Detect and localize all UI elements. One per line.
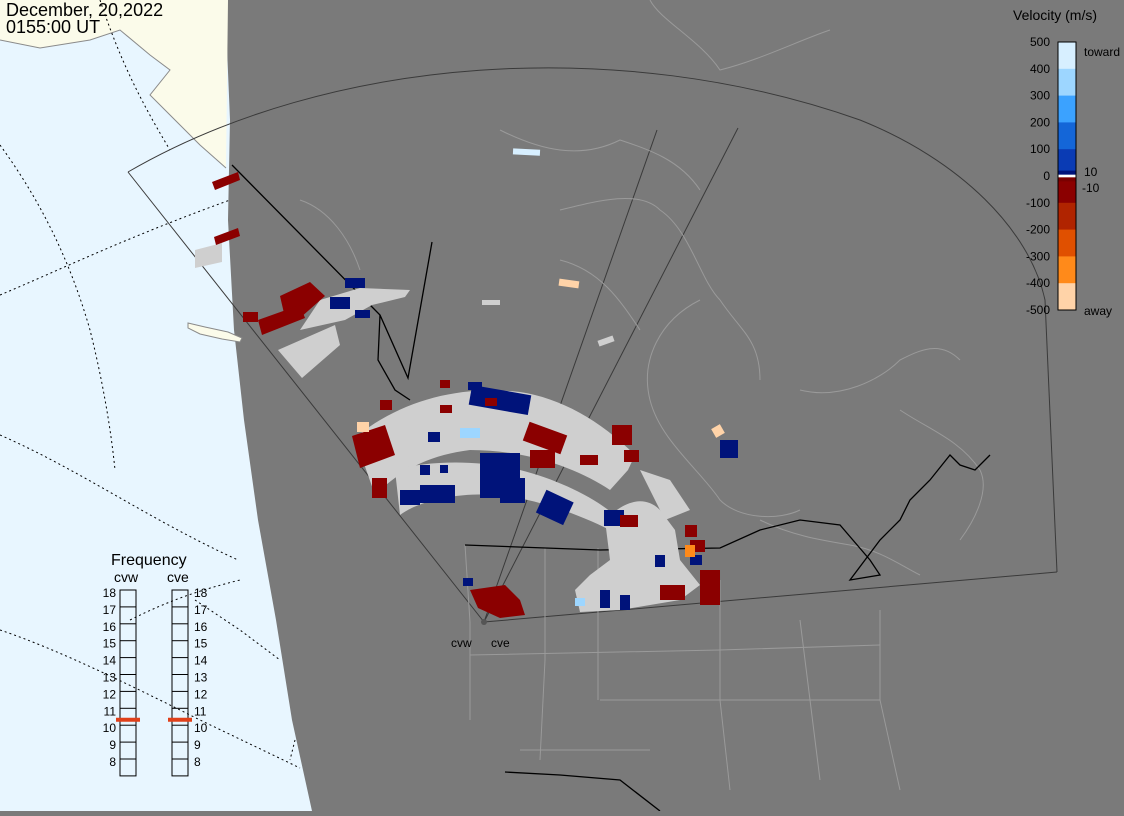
frequency-scale-label: 9 (194, 738, 201, 752)
legend-color-segment (1058, 229, 1076, 257)
legend-tick-label: -400 (1026, 276, 1050, 290)
velocity-extreme (357, 148, 725, 606)
legend-tick-label: 100 (1030, 142, 1050, 156)
legend-tick-label: -300 (1026, 249, 1050, 263)
ground-scatter (195, 243, 700, 612)
frequency-scale-label: 11 (194, 704, 207, 718)
legend-title: Velocity (m/s) (1013, 7, 1097, 23)
legend-small-neg: -10 (1082, 181, 1100, 195)
legend-tick-label: 400 (1030, 62, 1050, 76)
legend-tick-label: 300 (1030, 89, 1050, 103)
frequency-scale-label: 13 (194, 671, 208, 685)
legend-tick-label: 0 (1043, 169, 1050, 183)
legend-color-segment (1058, 256, 1076, 284)
island-shape (187, 322, 243, 343)
legend-tick-label: -200 (1026, 223, 1050, 237)
legend-tick-label: 500 (1030, 35, 1050, 49)
legend-color-segment (1058, 68, 1076, 97)
frequency-scale-label: 10 (103, 721, 117, 735)
legend-tick-label: -500 (1026, 303, 1050, 317)
frequency-scale-label: 16 (194, 620, 208, 634)
frequency-scale-label: 17 (103, 603, 117, 617)
frequency-scale-label: 10 (194, 721, 208, 735)
frequency-marker (168, 717, 192, 722)
legend-color-segment (1058, 149, 1076, 172)
legend-color-segment (1058, 42, 1076, 70)
map-timestamp: December, 20,2022 0155:00 UT (6, 0, 164, 37)
map-date: December, 20,2022 (6, 0, 164, 20)
radar-label-cvw: cvw (451, 636, 472, 650)
field-of-view (127, 67, 1058, 623)
legend-color-segment (1058, 283, 1076, 311)
legend-color-segment (1058, 95, 1076, 123)
alaska-land (0, 0, 228, 168)
radar-label-cve: cve (491, 636, 510, 650)
frequency-scale-label: 18 (194, 586, 208, 600)
velocity-legend: Velocity (m/s) 500 400 300 200 100 0 -100 -200 -… (1013, 7, 1120, 318)
frequency-scale-label: 14 (194, 654, 208, 668)
legend-color-segment (1058, 174, 1076, 178)
legend-colorbar-frame (1057, 41, 1077, 311)
frequency-scale-frame (119, 589, 137, 777)
legend-color-segment (1058, 181, 1076, 204)
ocean-region (0, 0, 312, 811)
frequency-scale-label: 15 (194, 637, 208, 651)
legend-color-segment (1058, 122, 1076, 150)
frequency-scale-label: 16 (103, 620, 117, 634)
frequency-label-cvw: cvw (114, 569, 139, 585)
frequency-scale-label: 18 (103, 586, 117, 600)
legend-color-segment (1058, 202, 1076, 231)
frequency-scale-cve: 18 17 16 15 14 13 12 11 10 9 8 (168, 586, 208, 777)
radar-site-marker (481, 619, 487, 625)
frequency-marker (116, 717, 140, 722)
legend-small-pos: 10 (1084, 165, 1098, 179)
legend-away-label: away (1084, 304, 1112, 318)
frequency-panel: Frequency cvw cve 18 17 16 15 14 13 12 11 10 9 8 1… (103, 552, 208, 777)
velocity-away (212, 172, 720, 618)
frequency-scale-label: 11 (104, 704, 117, 718)
velocity-toward (330, 278, 738, 610)
frequency-scale-frame (171, 589, 189, 777)
frequency-scale-label: 15 (103, 637, 117, 651)
legend-tick-label: -100 (1026, 196, 1050, 210)
frequency-label-cve: cve (167, 569, 189, 585)
frequency-scale-label: 8 (194, 755, 201, 769)
frequency-scale-label: 12 (103, 687, 117, 701)
frequency-scale-label: 8 (109, 755, 116, 769)
country-borders (231, 164, 991, 812)
map-time: 0155:00 UT (6, 17, 101, 37)
frequency-scale-cvw: 18 17 16 15 14 13 12 11 10 9 8 (103, 586, 140, 777)
frequency-scale-label: 9 (109, 738, 116, 752)
frequency-scale-label: 13 (103, 671, 117, 685)
legend-ticks: 500 400 300 200 100 0 -100 -200 -300 -400 -500 (1026, 35, 1050, 317)
legend-color-segment (1058, 177, 1076, 182)
legend-tick-label: 200 (1030, 115, 1050, 129)
frequency-title: Frequency (111, 552, 187, 569)
legend-toward-label: toward (1084, 45, 1120, 59)
frequency-scale-label: 12 (194, 687, 208, 701)
coastlines (299, 0, 984, 576)
legend-colorbar (1057, 41, 1077, 311)
alaska-coast (0, 29, 227, 169)
frequency-scale-label: 14 (103, 654, 117, 668)
legend-color-segment (1058, 170, 1076, 176)
frequency-scale-label: 17 (194, 603, 208, 617)
